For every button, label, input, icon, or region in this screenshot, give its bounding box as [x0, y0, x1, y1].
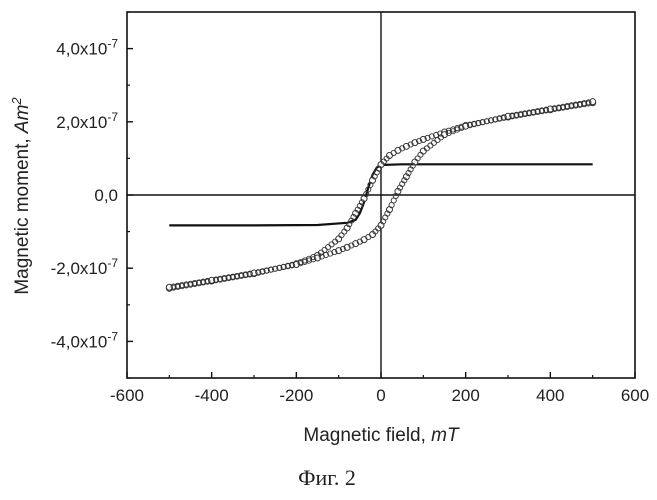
x-tick-label: -400	[195, 386, 229, 405]
y-tick-label: 4,0x10-7	[56, 37, 118, 59]
branch-1-marker	[322, 247, 327, 252]
y-axis-ticks: 4,0x10-7 2,0x10-7 0,0 -2,0x10-7 -4,0x10-7	[51, 12, 133, 378]
figure-caption: Фиг. 2	[298, 465, 356, 490]
branch-1-marker	[329, 242, 334, 247]
y-axis-title: Magnetic moment, Am2	[9, 97, 33, 295]
branch-2-marker	[428, 143, 433, 148]
x-axis-title: Magnetic field, mT	[303, 425, 460, 446]
branch-2-marker	[435, 138, 440, 143]
branch-2-marker	[366, 234, 371, 239]
x-axis-ticks: -600 -400 -200 0 200 400 600	[110, 372, 649, 405]
x-tick-label: -200	[279, 386, 313, 405]
branch-2-marker	[431, 140, 436, 145]
branch-1-marker	[325, 245, 330, 250]
y-tick-label: 2,0x10-7	[56, 110, 118, 132]
y-tick-label: 0,0	[94, 186, 118, 205]
y-tick-label: -4,0x10-7	[51, 329, 119, 351]
x-tick-label: 400	[536, 386, 564, 405]
branch-1-point	[336, 236, 342, 242]
x-tick-label: -600	[110, 386, 144, 405]
branch-1-marker	[391, 150, 396, 155]
x-tick-label: 600	[621, 386, 649, 405]
branch-2-point	[420, 148, 426, 154]
y-tick-label: -2,0x10-7	[51, 256, 119, 278]
x-tick-label: 200	[451, 386, 479, 405]
x-tick-label: 0	[376, 386, 385, 405]
